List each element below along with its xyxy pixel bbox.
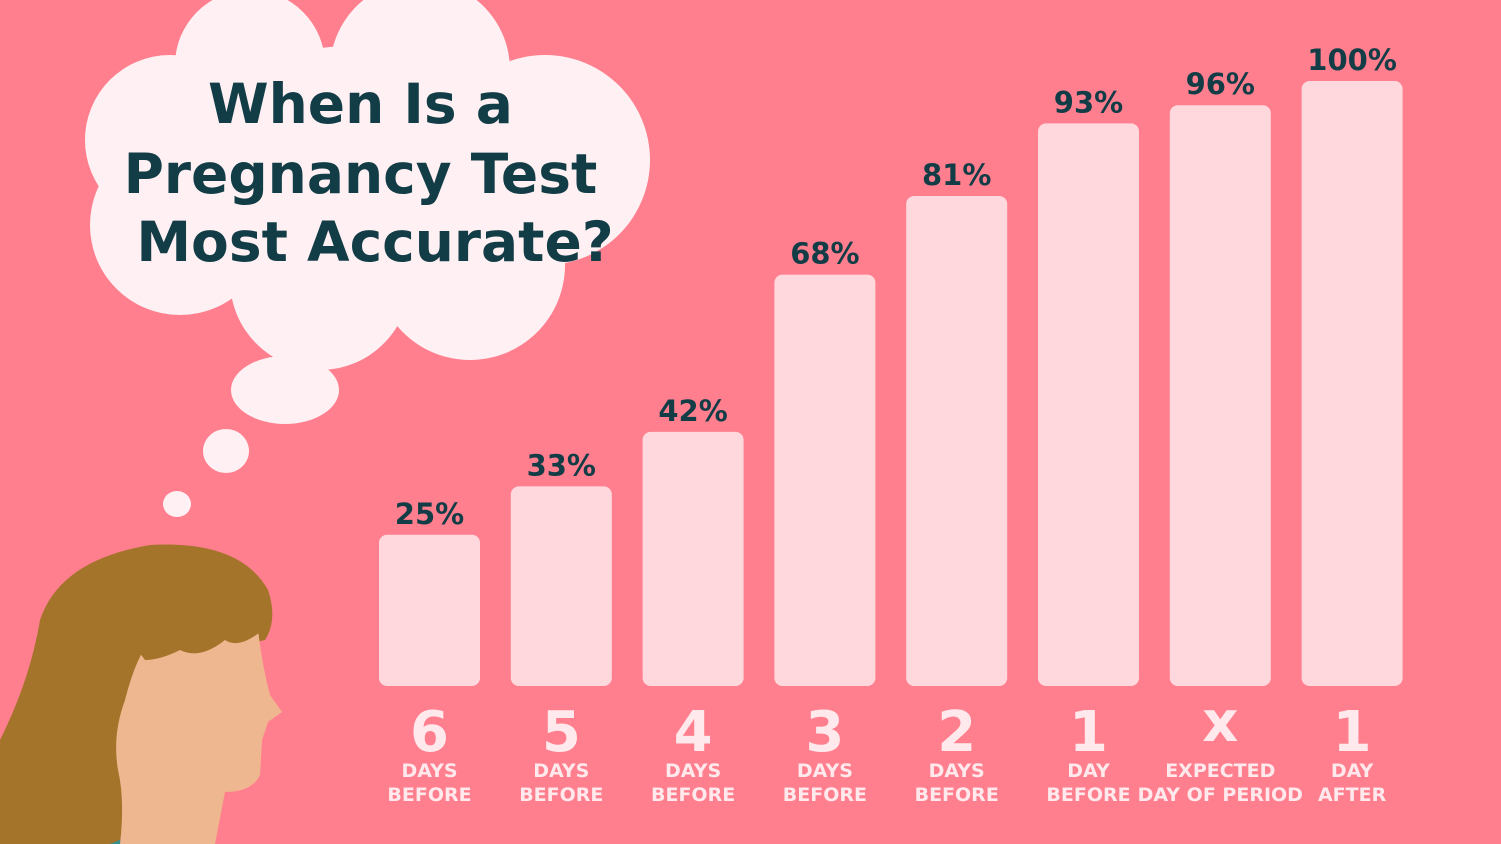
value-label-2: 33% — [527, 448, 596, 482]
x-label-line2-2: BEFORE — [519, 784, 603, 806]
bar-3 — [642, 431, 744, 686]
x-label-number-2: 5 — [542, 700, 581, 765]
x-label-line2-8: AFTER — [1318, 784, 1387, 806]
x-label-line2-4: BEFORE — [783, 784, 867, 806]
face — [116, 630, 283, 844]
x-label-number-5: 2 — [937, 700, 976, 765]
bar-4 — [774, 274, 876, 686]
woman-illustration — [0, 544, 283, 844]
value-label-6: 93% — [1054, 85, 1123, 119]
value-label-5: 81% — [922, 158, 991, 192]
x-label-line2-6: BEFORE — [1046, 784, 1130, 806]
x-label-number-1: 6 — [410, 700, 449, 765]
x-label-number-3: 4 — [674, 700, 713, 765]
value-label-3: 42% — [658, 394, 727, 428]
x-label-line2-5: BEFORE — [915, 784, 999, 806]
x-label-line1-1: DAYS — [401, 760, 457, 782]
x-label-number-8: 1 — [1333, 700, 1372, 765]
bar-8 — [1301, 81, 1403, 686]
thought-bubble-medium — [203, 429, 249, 473]
bar-7 — [1169, 105, 1271, 686]
x-label-line2-3: BEFORE — [651, 784, 735, 806]
thought-bubble-large — [231, 356, 339, 424]
bar-1 — [379, 534, 480, 686]
bar-5 — [906, 195, 1008, 686]
x-label-line1-3: DAYS — [665, 760, 721, 782]
x-label-number-4: 3 — [805, 700, 844, 765]
x-axis-labels: 6DAYSBEFORE5DAYSBEFORE4DAYSBEFORE3DAYSBE… — [387, 690, 1386, 806]
x-label-line2-1: BEFORE — [387, 784, 471, 806]
chart-title: When Is a Pregnancy Test Most Accurate? — [124, 72, 617, 274]
title-line-3: Most Accurate? — [136, 210, 613, 274]
value-label-1: 25% — [395, 497, 464, 531]
x-label-line1-6: DAY — [1067, 760, 1110, 782]
bars — [379, 81, 1403, 687]
x-label-number-6: 1 — [1069, 700, 1108, 765]
x-label-number-7: x — [1202, 690, 1238, 755]
value-label-8: 100% — [1307, 43, 1397, 77]
x-label-line1-5: DAYS — [929, 760, 985, 782]
x-label-line2-7: DAY OF PERIOD — [1138, 784, 1303, 806]
x-label-line1-8: DAY — [1331, 760, 1374, 782]
x-label-line1-4: DAYS — [797, 760, 853, 782]
title-line-1: When Is a — [208, 72, 513, 136]
x-label-line1-7: EXPECTED — [1165, 760, 1275, 782]
bar-6 — [1038, 123, 1139, 687]
thought-bubbles — [163, 356, 339, 517]
title-line-2: Pregnancy Test — [124, 142, 598, 206]
bangs — [130, 628, 265, 660]
bar-2 — [510, 486, 612, 686]
x-label-line1-2: DAYS — [533, 760, 589, 782]
value-label-4: 68% — [790, 237, 859, 271]
thought-cloud — [85, 0, 650, 370]
value-labels: 25% 33% 42% 68% 81% 93% 96% 100% — [395, 43, 1397, 531]
thought-bubble-small — [163, 491, 191, 517]
value-label-7: 96% — [1186, 67, 1255, 101]
